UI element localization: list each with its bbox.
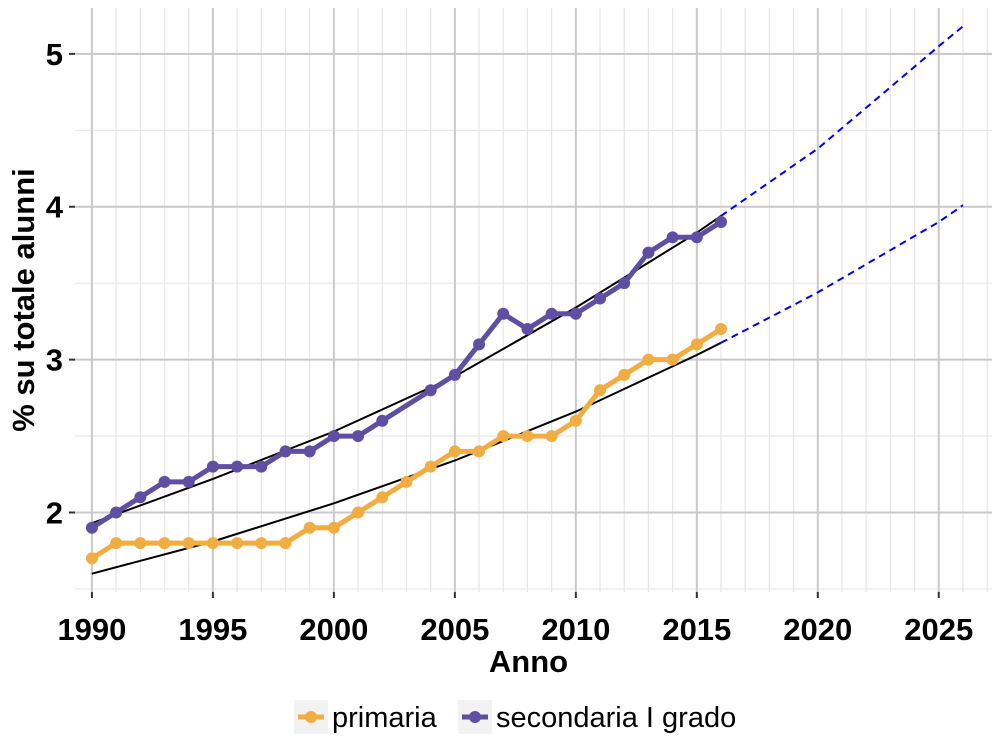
data-point <box>303 445 316 458</box>
data-point <box>352 430 365 443</box>
x-tick-label: 2005 <box>420 612 489 647</box>
data-point <box>448 368 461 381</box>
data-point <box>545 307 558 320</box>
data-point <box>352 506 365 519</box>
data-point <box>206 537 219 550</box>
data-point <box>618 277 631 290</box>
data-point <box>231 460 244 473</box>
y-tick-label: 3 <box>46 343 63 378</box>
x-tick-label: 1990 <box>57 612 126 647</box>
data-point <box>521 430 534 443</box>
legend-item: primaria <box>294 700 438 734</box>
data-point <box>448 445 461 458</box>
data-point <box>715 323 728 336</box>
data-point <box>424 384 437 397</box>
data-point <box>279 537 292 550</box>
data-point <box>642 246 655 259</box>
data-point <box>376 414 389 427</box>
y-tick-label: 4 <box>46 190 64 225</box>
x-tick-label: 2020 <box>783 612 852 647</box>
data-point <box>690 231 703 244</box>
data-point <box>158 537 171 550</box>
data-point <box>666 231 679 244</box>
data-point <box>279 445 292 458</box>
grid <box>75 8 992 592</box>
legend-key-point <box>469 711 481 723</box>
x-tick-label: 2025 <box>904 612 973 647</box>
data-point <box>521 323 534 336</box>
data-point <box>690 338 703 351</box>
data-point <box>594 384 607 397</box>
trend-projection-line <box>720 204 964 344</box>
data-point <box>134 537 147 550</box>
series-primaria <box>85 323 728 565</box>
data-point <box>642 353 655 366</box>
data-point <box>594 292 607 305</box>
data-point <box>327 430 340 443</box>
data-point <box>110 506 123 519</box>
data-point <box>376 491 389 504</box>
x-tick-label: 2000 <box>299 612 368 647</box>
data-point <box>618 368 631 381</box>
x-tick-label: 1995 <box>178 612 247 647</box>
data-point <box>473 445 486 458</box>
data-point <box>134 491 147 504</box>
data-point <box>182 475 195 488</box>
data-point <box>715 216 728 229</box>
data-point <box>327 521 340 534</box>
x-tick-label: 2015 <box>662 612 731 647</box>
data-point <box>255 460 268 473</box>
series-secondaria-I-grado <box>85 216 728 534</box>
data-point <box>569 414 582 427</box>
data-point <box>473 338 486 351</box>
data-point <box>303 521 316 534</box>
data-point <box>569 307 582 320</box>
legend-key-point <box>305 711 317 723</box>
data-point <box>110 537 123 550</box>
data-point <box>255 537 268 550</box>
data-point <box>85 552 98 565</box>
data-point <box>85 521 98 534</box>
y-axis-title: % su totale alunni <box>6 168 41 432</box>
legend-label: primaria <box>332 702 438 734</box>
data-point <box>206 460 219 473</box>
data-series <box>85 216 728 565</box>
data-point <box>231 537 244 550</box>
legend-label: secondaria I grado <box>496 702 736 734</box>
data-point <box>545 430 558 443</box>
data-point <box>400 475 413 488</box>
x-tick-label: 2010 <box>541 612 610 647</box>
trend-projection-line <box>720 25 964 217</box>
x-axis-title: Anno <box>489 644 568 679</box>
axes: 1990 1995 2000 2005 2010 2015 2020 2025 2 3 4 5 <box>46 37 974 647</box>
data-point <box>497 307 510 320</box>
data-point <box>158 475 171 488</box>
data-point <box>497 430 510 443</box>
legend-item: secondaria I grado <box>458 700 736 734</box>
data-point <box>182 537 195 550</box>
data-point <box>666 353 679 366</box>
legend: primaria secondaria I grado <box>294 700 736 734</box>
data-point <box>424 460 437 473</box>
y-tick-label: 5 <box>46 37 63 72</box>
y-tick-label: 2 <box>46 496 63 531</box>
